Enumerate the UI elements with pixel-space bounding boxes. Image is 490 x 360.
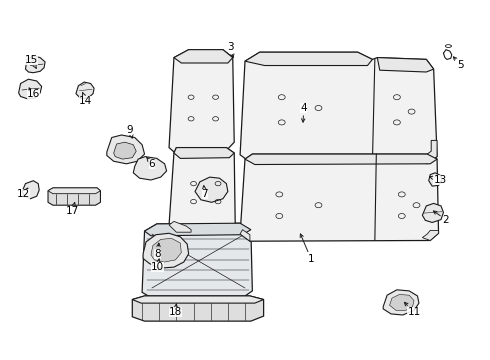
Text: 10: 10 (151, 259, 164, 272)
Polygon shape (240, 52, 437, 164)
Polygon shape (132, 296, 264, 303)
Text: 16: 16 (26, 88, 40, 99)
Polygon shape (421, 140, 437, 164)
Text: 15: 15 (25, 55, 39, 68)
Text: 3: 3 (227, 42, 234, 58)
Polygon shape (22, 181, 39, 199)
Polygon shape (132, 296, 264, 321)
Text: 11: 11 (404, 302, 421, 318)
Text: 12: 12 (17, 188, 30, 199)
Polygon shape (390, 294, 414, 310)
Polygon shape (48, 188, 100, 205)
Polygon shape (429, 173, 442, 186)
Polygon shape (195, 177, 228, 202)
Polygon shape (133, 157, 167, 180)
Polygon shape (25, 56, 45, 73)
Polygon shape (19, 79, 42, 99)
Polygon shape (174, 148, 234, 158)
Polygon shape (169, 50, 234, 154)
Polygon shape (240, 230, 250, 241)
Polygon shape (377, 58, 434, 72)
Text: 9: 9 (126, 125, 133, 138)
Polygon shape (240, 154, 439, 241)
Text: 14: 14 (79, 93, 93, 106)
Polygon shape (143, 233, 189, 268)
Text: 4: 4 (300, 103, 307, 122)
Text: 17: 17 (66, 203, 79, 216)
Text: 1: 1 (300, 234, 315, 264)
Polygon shape (174, 50, 233, 63)
Polygon shape (169, 221, 191, 232)
Text: 6: 6 (147, 157, 155, 169)
Polygon shape (151, 238, 181, 262)
Polygon shape (245, 52, 372, 66)
Polygon shape (383, 290, 419, 315)
Polygon shape (48, 188, 100, 194)
Text: 18: 18 (169, 304, 182, 318)
Text: 13: 13 (430, 175, 447, 185)
Text: 2: 2 (433, 211, 449, 225)
Polygon shape (422, 230, 439, 240)
Text: 5: 5 (453, 57, 464, 70)
Polygon shape (169, 148, 235, 232)
Text: 7: 7 (201, 186, 208, 199)
Polygon shape (145, 223, 251, 236)
Polygon shape (114, 142, 136, 159)
Polygon shape (422, 203, 443, 222)
Polygon shape (76, 82, 94, 99)
Text: 8: 8 (154, 243, 161, 259)
Polygon shape (245, 154, 437, 165)
Polygon shape (107, 135, 145, 164)
Polygon shape (142, 223, 252, 300)
